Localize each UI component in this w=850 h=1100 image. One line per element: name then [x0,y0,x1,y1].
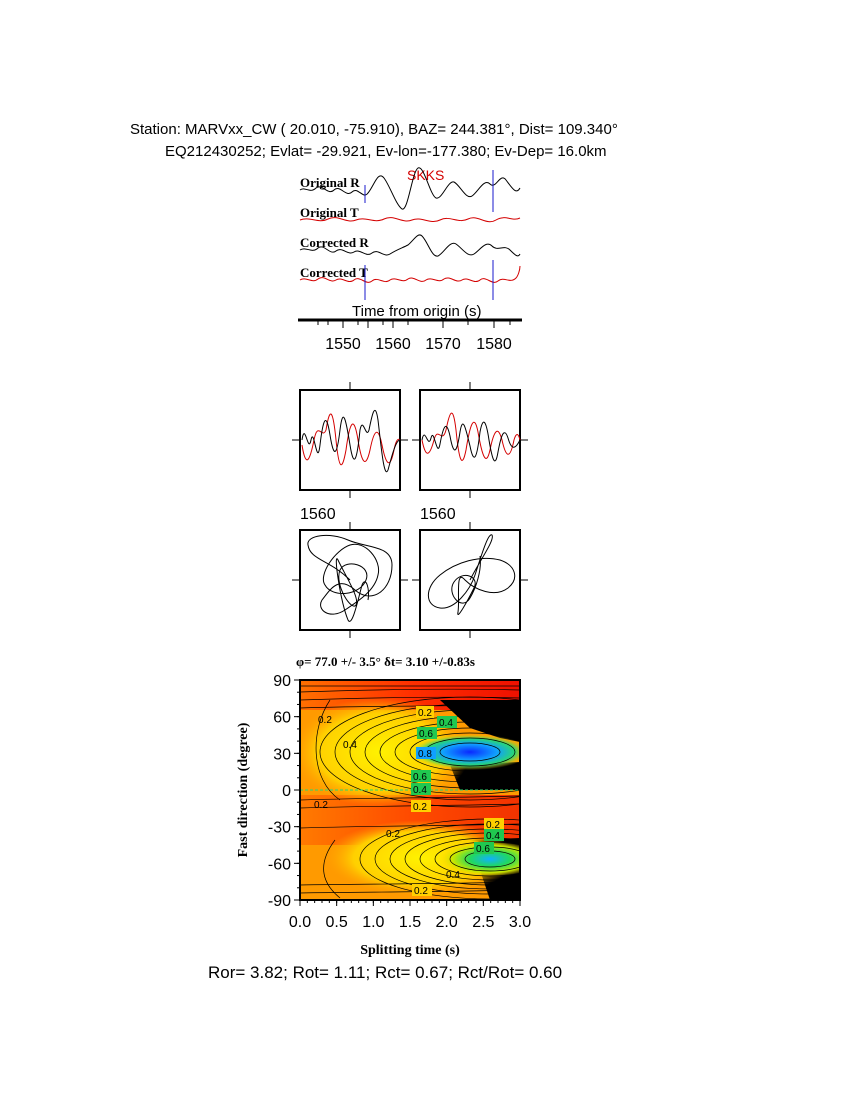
x-axis-label: Splitting time (s) [360,943,460,958]
time-tick-1550: 1550 [325,336,361,353]
time-axis-ticks [317,320,511,328]
contour-label: 0.2 [413,802,427,813]
x-tick-label: 3.0 [509,914,531,931]
contour-label: 0.2 [314,800,328,811]
x-tick-label: 1.0 [362,914,384,931]
waveform-box-corrected [412,382,528,498]
waveform-original-slow [301,409,401,473]
x-tick-label: 1.5 [399,914,421,931]
y-tick-label: -60 [268,856,291,873]
x-tick-label: 0.5 [326,914,348,931]
particle-motion-corrected [412,522,528,638]
particle-left-time: 1560 [300,506,336,523]
contour-label: 0.4 [343,740,357,751]
result-title: φ= 77.0 +/- 3.5° δt= 3.10 +/-0.83s [296,654,475,669]
waveform-corrected-slow [421,421,521,462]
y-tick-label: 60 [273,710,291,727]
trace-corrected-t [299,265,521,283]
particle-motion-original [292,522,408,638]
trace-label-original-t: Original T [300,205,359,220]
contour-label: 0.2 [414,886,428,897]
trace-label-original-r: Original R [300,175,360,190]
contour-label: 0.2 [486,820,500,831]
contour-labels: 0.2 0.2 0.2 0.2 0.2 0.2 0.4 0.4 0.4 0.4 … [314,708,500,897]
trace-label-corrected-t: Corrected T [300,265,368,280]
time-tick-1580: 1580 [476,336,512,353]
contour-label: 0.2 [318,715,332,726]
header-line-2: EQ212430252; Evlat= -29.921, Ev-lon=-177… [165,143,607,160]
x-tick-label: 2.5 [472,914,494,931]
time-tick-1570: 1570 [425,336,461,353]
waveform-corrected-fast [421,412,521,461]
map-axis-ticks [294,679,521,906]
contour-label: 0.4 [486,831,500,842]
trace-original-r [299,167,521,210]
y-tick-label: -90 [268,893,291,910]
trace-corrected-r [299,234,521,257]
map-axis-tick-labels: 0.0 0.5 1.0 1.5 2.0 2.5 3.0 90 60 30 0 -30 -60 -90 [268,673,531,931]
grid-search-map [300,680,520,900]
contour-label: 0.6 [476,844,490,855]
waveform-original-fast [301,413,401,465]
trace-panel: SKKS Original R Original T Corrected R C… [298,167,522,353]
contour-label: 0.8 [418,749,432,760]
x-tick-label: 0.0 [289,914,311,931]
ratios-summary: Ror= 3.82; Rot= 1.11; Rct= 0.67; Rct/Rot… [208,963,563,982]
x-tick-label: 2.0 [436,914,458,931]
time-tick-1560: 1560 [375,336,411,353]
map-minimum-lower [440,841,520,877]
waveform-box-original [292,382,408,498]
map-minimum-upper [410,734,520,770]
contour-label: 0.2 [418,708,432,719]
particle-right-time: 1560 [420,506,456,523]
contour-label: 0.2 [386,829,400,840]
y-tick-label: 90 [273,673,291,690]
time-axis-label: Time from origin (s) [352,303,481,320]
contour-label: 0.4 [413,785,427,796]
trace-label-corrected-r: Corrected R [300,235,369,250]
contour-label-patches [411,706,504,896]
contour-label: 0.6 [419,729,433,740]
contour-label: 0.4 [439,718,453,729]
y-tick-label: 30 [273,746,291,763]
map-black-region-upper [440,700,520,742]
trace-original-t [299,217,521,223]
header-line-1: Station: MARVxx_CW ( 20.010, -75.910), B… [130,121,618,138]
y-tick-label: -30 [268,820,291,837]
contour-label: 0.6 [413,772,427,783]
y-axis-label: Fast direction (degree) [236,722,251,857]
contour-label: 0.4 [446,870,460,881]
y-tick-label: 0 [282,783,291,800]
